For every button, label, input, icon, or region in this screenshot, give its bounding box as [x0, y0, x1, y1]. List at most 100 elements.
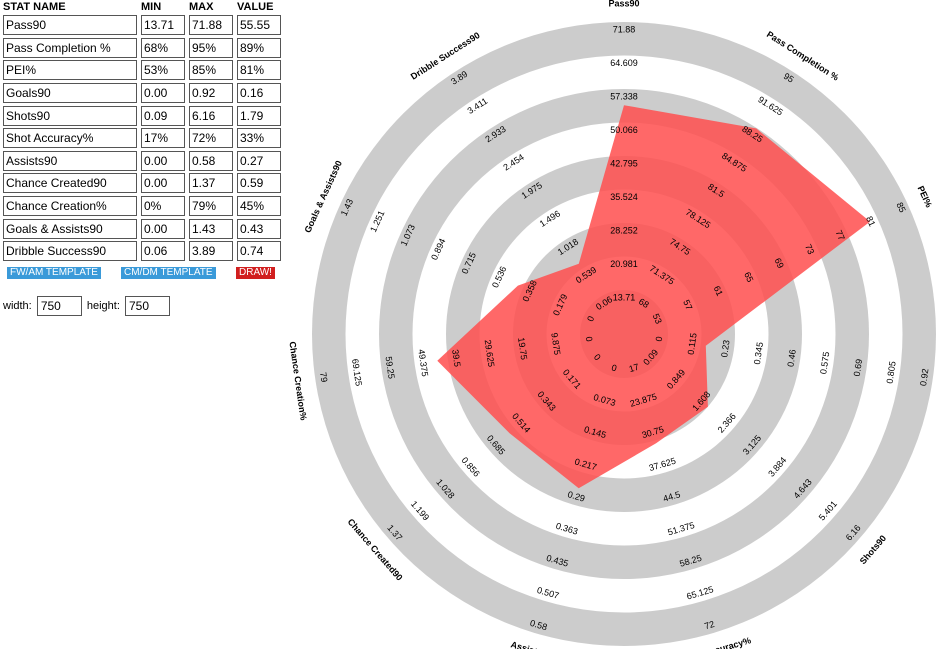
max-field[interactable]: 85% — [189, 60, 233, 81]
min-field[interactable]: 17% — [141, 128, 185, 149]
stat-name-field[interactable]: Goals & Assists90 — [3, 218, 137, 239]
value-field[interactable]: 89% — [237, 37, 281, 58]
value-field[interactable]: 0.16 — [237, 83, 281, 104]
min-field[interactable]: 0% — [141, 196, 185, 217]
min-field[interactable]: 0.00 — [141, 150, 185, 171]
tick-label: 0.805 — [885, 361, 898, 385]
tick-label: 44.5 — [662, 489, 682, 504]
min-field[interactable]: 0.00 — [141, 218, 185, 239]
max-field[interactable]: 0.58 — [189, 150, 233, 171]
tick-label: 73 — [803, 243, 816, 256]
value-field[interactable]: 0.27 — [237, 150, 281, 171]
axis-label: Shots90 — [858, 533, 888, 566]
stat-name-field[interactable]: Shot Accuracy% — [3, 128, 137, 149]
height-input[interactable]: 750 — [124, 296, 170, 316]
tick-label: 85 — [894, 201, 907, 214]
value-field[interactable]: 0.43 — [237, 218, 281, 239]
tick-label: 59.25 — [383, 356, 396, 380]
tick-label: 68 — [637, 296, 651, 310]
max-field[interactable]: 95% — [189, 37, 233, 58]
tick-label: 81 — [864, 215, 877, 228]
value-field[interactable]: 33% — [237, 128, 281, 149]
header-min: MIN — [141, 1, 162, 13]
table-row: Goals & Assists90 0.00 1.43 0.43 — [3, 217, 285, 240]
stat-name-field[interactable]: Goals90 — [3, 83, 137, 104]
stat-name-field[interactable]: Pass90 — [3, 15, 137, 36]
stat-name-field[interactable]: Shots90 — [3, 105, 137, 126]
axis-label: Pass90 — [608, 0, 639, 8]
stat-name-field[interactable]: Chance Creation% — [3, 196, 137, 217]
max-field[interactable]: 0.92 — [189, 83, 233, 104]
max-field[interactable]: 6.16 — [189, 105, 233, 126]
table-row: Goals90 0.00 0.92 0.16 — [3, 82, 285, 105]
table-row: Pass90 13.71 71.88 55.55 — [3, 14, 285, 37]
table-row: Assists90 0.00 0.58 0.27 — [3, 150, 285, 173]
axis-label: Chance Creation% — [287, 341, 308, 421]
header-value: VALUE — [237, 1, 274, 13]
tick-label: 61 — [712, 284, 725, 297]
tick-label: 95 — [782, 71, 796, 85]
tick-label: 72 — [703, 619, 715, 631]
tick-label: 57 — [681, 298, 694, 311]
tick-label: 0.115 — [686, 332, 699, 355]
min-field[interactable]: 0.00 — [141, 83, 185, 104]
table-row: Shot Accuracy% 17% 72% 33% — [3, 127, 285, 150]
value-field[interactable]: 0.59 — [237, 173, 281, 194]
tick-label: 29.625 — [483, 339, 497, 368]
tick-label: 0.92 — [918, 368, 930, 387]
header-max: MAX — [189, 1, 214, 13]
stat-name-field[interactable]: PEI% — [3, 60, 137, 81]
header-stat-name: STAT NAME — [3, 1, 66, 13]
tick-label: 64.609 — [610, 58, 638, 68]
max-field[interactable]: 1.43 — [189, 218, 233, 239]
tick-label: 50.066 — [610, 125, 638, 135]
fw-am-template-button[interactable]: FW/AM TEMPLATE — [7, 266, 101, 279]
value-field[interactable]: 0.74 — [237, 241, 281, 262]
max-field[interactable]: 71.88 — [189, 15, 233, 36]
stat-name-field[interactable]: Chance Created90 — [3, 173, 137, 194]
table-row: Chance Creation% 0% 79% 45% — [3, 195, 285, 218]
max-field[interactable]: 79% — [189, 196, 233, 217]
value-field[interactable]: 55.55 — [237, 15, 281, 36]
min-field[interactable]: 68% — [141, 37, 185, 58]
min-field[interactable]: 0.06 — [141, 241, 185, 262]
axis-label: Assists90 — [510, 639, 553, 649]
tick-label: 0.29 — [566, 489, 586, 504]
table-row: Pass Completion % 68% 95% 89% — [3, 37, 285, 60]
max-field[interactable]: 3.89 — [189, 241, 233, 262]
stats-panel: STAT NAME MIN MAX VALUE Pass90 13.71 71.88… — [3, 0, 303, 316]
value-field[interactable]: 45% — [237, 196, 281, 217]
value-field[interactable]: 81% — [237, 60, 281, 81]
cm-dm-template-button[interactable]: CM/DM TEMPLATE — [121, 266, 216, 279]
tick-label: 0.69 — [852, 358, 864, 377]
tick-label: 0.23 — [719, 339, 731, 358]
min-field[interactable]: 0.00 — [141, 173, 185, 194]
stats-table: STAT NAME MIN MAX VALUE Pass90 13.71 71.88… — [3, 0, 285, 263]
tick-label: 69.125 — [350, 358, 364, 387]
tick-label: 77 — [834, 229, 847, 242]
table-row: Shots90 0.09 6.16 1.79 — [3, 104, 285, 127]
max-field[interactable]: 1.37 — [189, 173, 233, 194]
min-field[interactable]: 13.71 — [141, 15, 185, 36]
min-field[interactable]: 53% — [141, 60, 185, 81]
tick-label: 0.46 — [785, 349, 797, 368]
stat-name-field[interactable]: Assists90 — [3, 150, 137, 171]
stat-name-field[interactable]: Pass Completion % — [3, 37, 137, 58]
template-buttons: FW/AM TEMPLATE CM/DM TEMPLATE DRAW! — [3, 266, 303, 281]
axis-label: PEI% — [916, 184, 934, 209]
tick-label: 0.345 — [752, 341, 765, 365]
tick-label: 0.58 — [529, 618, 549, 633]
width-input[interactable]: 750 — [36, 296, 82, 316]
tick-label: 57.338 — [610, 91, 638, 101]
value-field[interactable]: 1.79 — [237, 105, 281, 126]
tick-label: 20.981 — [610, 259, 638, 269]
tick-label: 0 — [592, 352, 603, 362]
tick-label: 9.875 — [549, 332, 562, 356]
stat-name-field[interactable]: Dribble Success90 — [3, 241, 137, 262]
min-field[interactable]: 0.09 — [141, 105, 185, 126]
tick-label: 28.252 — [610, 225, 638, 235]
tick-label: 35.524 — [610, 192, 638, 202]
draw-button[interactable]: DRAW! — [236, 266, 275, 279]
max-field[interactable]: 72% — [189, 128, 233, 149]
